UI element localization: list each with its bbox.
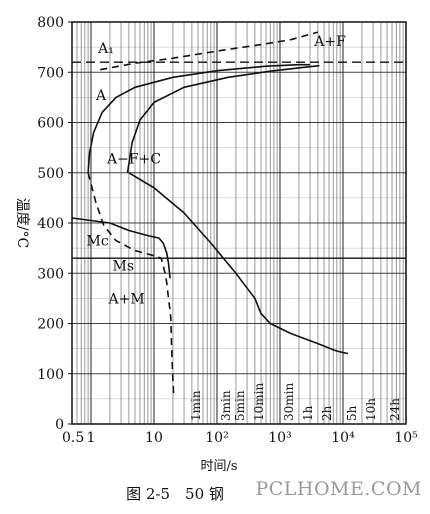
time-marker-labels: 1min 3min 5min 10min 30min 1h 2h 5h 10h 24h — [189, 383, 402, 421]
region-label: A+M — [108, 291, 145, 307]
region-label: A−F+C — [106, 152, 161, 168]
y-tick-labels: 0 100 200 300 400 500 600 700 800 — [37, 15, 72, 433]
series-curve — [100, 31, 319, 71]
region-label: A — [95, 88, 107, 104]
x-tick-labels: 0.5 1 10 10² 10³ 10⁴ 10⁵ — [62, 430, 418, 446]
series-curve — [128, 172, 349, 355]
time-marker-label: 3min — [219, 390, 233, 421]
reference-lines — [72, 61, 406, 259]
time-marker-label: 1min — [189, 390, 203, 421]
y-axis-label: 温度/°C — [14, 198, 30, 248]
y-tick-label: 700 — [37, 65, 64, 81]
y-tick-label: 600 — [37, 116, 64, 132]
x-tick-label: 10² — [205, 430, 228, 446]
x-tick-label: 0.5 — [62, 430, 84, 446]
time-marker-label: 5min — [233, 390, 247, 421]
series-curve — [87, 172, 175, 394]
time-marker-label: 30min — [282, 383, 296, 421]
y-tick-label: 800 — [37, 15, 64, 31]
cooling-curves — [71, 31, 349, 394]
x-tick-label: 10⁴ — [331, 430, 355, 446]
y-tick-label: 400 — [37, 216, 64, 232]
time-marker-label: 24h — [388, 398, 402, 421]
y-tick-label: 0 — [55, 417, 64, 433]
series-curve — [126, 64, 320, 173]
time-marker-label: 10min — [252, 383, 266, 421]
watermark: PCLHOME.COM — [255, 478, 422, 500]
series-curve — [71, 217, 171, 279]
time-marker-label: 2h — [320, 405, 334, 421]
region-label: Mc — [87, 234, 109, 250]
y-tick-label: 300 — [37, 266, 64, 282]
time-marker-label: 5h — [345, 405, 359, 421]
x-tick-label: 10 — [145, 430, 163, 446]
figure-caption: 图 2-5 50 钢 — [126, 485, 224, 503]
x-tick-label: 1 — [87, 430, 96, 446]
y-tick-label: 200 — [37, 317, 64, 333]
region-label: Ms — [113, 259, 135, 275]
series-curve — [87, 63, 310, 173]
region-label: A₁ — [97, 41, 114, 57]
time-marker-label: 10h — [364, 398, 378, 421]
chart-grid — [71, 22, 407, 424]
region-label: A+F — [313, 34, 346, 50]
x-tick-label: 10³ — [268, 430, 291, 446]
time-marker-label: 1h — [301, 405, 315, 421]
x-axis-label: 时间/s — [200, 459, 237, 474]
y-tick-label: 100 — [37, 367, 64, 383]
x-tick-label: 10⁵ — [394, 430, 418, 446]
y-tick-label: 500 — [37, 166, 64, 182]
